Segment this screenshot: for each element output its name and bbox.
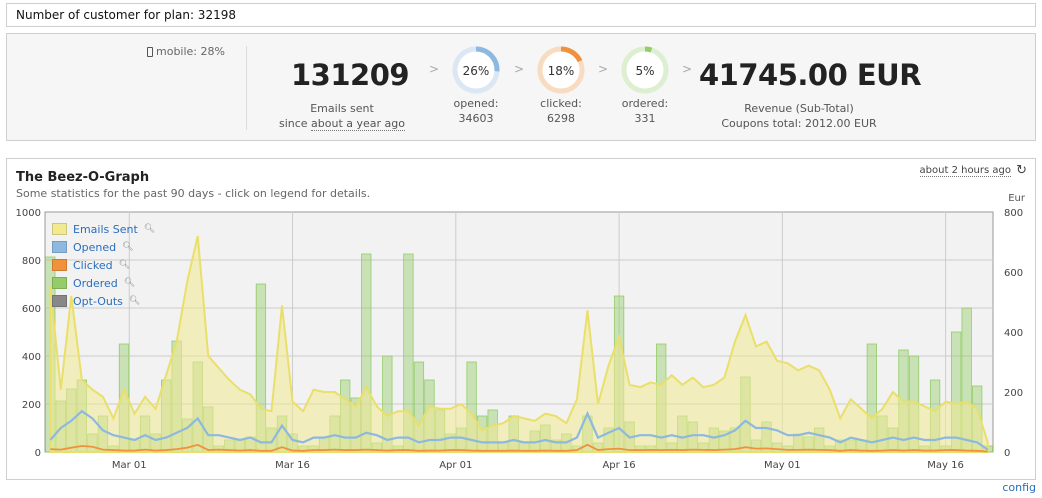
- customer-count-bar: Number of customer for plan: 32198: [6, 3, 1036, 27]
- right-axis-unit: Eur: [1008, 193, 1025, 204]
- chevron-icon: >: [429, 62, 440, 76]
- legend-emails-sent[interactable]: Emails Sent 🔍︎: [52, 220, 155, 238]
- x-tick-label: Mar 01: [112, 460, 147, 471]
- config-link[interactable]: config: [1002, 481, 1036, 494]
- graph-subtitle: Some statistics for the past 90 days - c…: [16, 187, 371, 200]
- y-right-tick-label: 200: [1004, 388, 1023, 399]
- y-right-tick-label: 400: [1004, 328, 1023, 339]
- magnifier-icon[interactable]: 🔍︎: [143, 224, 156, 234]
- y-left-tick-label: 400: [22, 352, 41, 363]
- since-link[interactable]: about a year ago: [311, 117, 406, 131]
- emails-sent-value: 131209: [291, 58, 410, 92]
- ordered-pct: 5%: [635, 64, 655, 78]
- emails-sent-area: [49, 235, 989, 453]
- since-prefix: since: [278, 117, 308, 130]
- x-tick-label: Apr 01: [439, 460, 472, 471]
- x-tick-label: Mar 16: [275, 460, 310, 471]
- legend-opt-outs[interactable]: Opt-Outs 🔍︎: [52, 292, 155, 310]
- last-updated-link[interactable]: about 2 hours ago: [919, 165, 1011, 177]
- mobile-share: mobile: 28%: [147, 45, 225, 58]
- magnifier-icon[interactable]: 🔍︎: [128, 296, 141, 306]
- revenue-label: Revenue (Sub-Total): [744, 102, 854, 115]
- opened-label: opened:: [453, 97, 499, 110]
- y-left-tick-label: 0: [35, 448, 41, 459]
- chevron-icon: >: [598, 62, 609, 76]
- stats-panel: mobile: 28% 131209 Emails sent since abo…: [6, 33, 1036, 141]
- clicked-caption: clicked: 6298: [521, 96, 601, 126]
- customer-count-label: Number of customer for plan: 32198: [16, 8, 236, 22]
- clicked-line: [50, 443, 988, 453]
- clicked-count: 6298: [547, 112, 575, 125]
- y-right-tick-label: 800: [1004, 208, 1023, 219]
- magnifier-icon[interactable]: 🔍︎: [122, 242, 134, 252]
- y-left-tick-label: 200: [22, 400, 41, 411]
- y-left-tick-label: 600: [22, 304, 41, 315]
- x-tick-label: May 01: [764, 460, 801, 471]
- x-tick-label: May 16: [927, 460, 964, 471]
- legend-clicked[interactable]: Clicked 🔍︎: [52, 256, 155, 274]
- y-left-tick-label: 1000: [16, 208, 41, 219]
- magnifier-icon[interactable]: 🔍︎: [123, 278, 136, 288]
- legend-opt-outs-label: Opt-Outs: [73, 294, 123, 308]
- refresh-icon[interactable]: ↻: [1016, 163, 1027, 178]
- ordered-caption: ordered: 331: [605, 96, 685, 126]
- opened-pct: 26%: [462, 64, 490, 78]
- ordered-donut: [621, 46, 669, 94]
- coupons-total: Coupons total: 2012.00 EUR: [721, 117, 877, 130]
- mobile-phone-icon: [147, 46, 153, 57]
- revenue-caption: Revenue (Sub-Total) Coupons total: 2012.…: [699, 101, 899, 131]
- ordered-swatch: [52, 277, 67, 289]
- clicked-swatch: [52, 259, 67, 271]
- emails-sent-label: Emails sent: [310, 102, 374, 115]
- legend-opened[interactable]: Opened 🔍︎: [52, 238, 155, 256]
- opened-line: [49, 409, 989, 451]
- ordered-count: 331: [634, 112, 656, 125]
- clicked-donut: [537, 46, 585, 94]
- legend-ordered[interactable]: Ordered 🔍︎: [52, 274, 155, 292]
- clicked-pct: 18%: [547, 64, 575, 78]
- opt-outs-swatch: [52, 295, 67, 307]
- opened-count: 34603: [458, 112, 494, 125]
- revenue-value: 41745.00 EUR: [699, 58, 922, 92]
- graph-title: The Beez-O-Graph: [16, 170, 150, 185]
- chevron-icon: >: [682, 62, 693, 76]
- emails-sent-swatch: [52, 223, 67, 235]
- y-left-tick-label: 800: [22, 256, 41, 267]
- legend-clicked-label: Clicked: [73, 258, 113, 272]
- chevron-icon: >: [514, 62, 525, 76]
- mobile-share-label: mobile: 28%: [156, 45, 225, 58]
- legend-ordered-label: Ordered: [73, 276, 118, 290]
- stats-divider: [246, 46, 247, 130]
- opened-caption: opened: 34603: [436, 96, 516, 126]
- opened-swatch: [52, 241, 67, 253]
- opened-donut: [452, 46, 500, 94]
- legend-opened-label: Opened: [73, 240, 117, 254]
- magnifier-icon[interactable]: 🔍︎: [118, 260, 131, 270]
- ordered-label: ordered:: [621, 97, 669, 110]
- legend-emails-sent-label: Emails Sent: [73, 222, 138, 236]
- emails-sent-caption: Emails sent since about a year ago: [277, 101, 407, 131]
- y-right-tick-label: 600: [1004, 268, 1023, 279]
- x-tick-label: Apr 16: [602, 460, 635, 471]
- y-right-tick-label: 0: [1004, 448, 1010, 459]
- chart-legend: Emails Sent 🔍︎ Opened 🔍︎ Clicked 🔍︎ Orde…: [52, 220, 155, 310]
- clicked-label: clicked:: [540, 97, 582, 110]
